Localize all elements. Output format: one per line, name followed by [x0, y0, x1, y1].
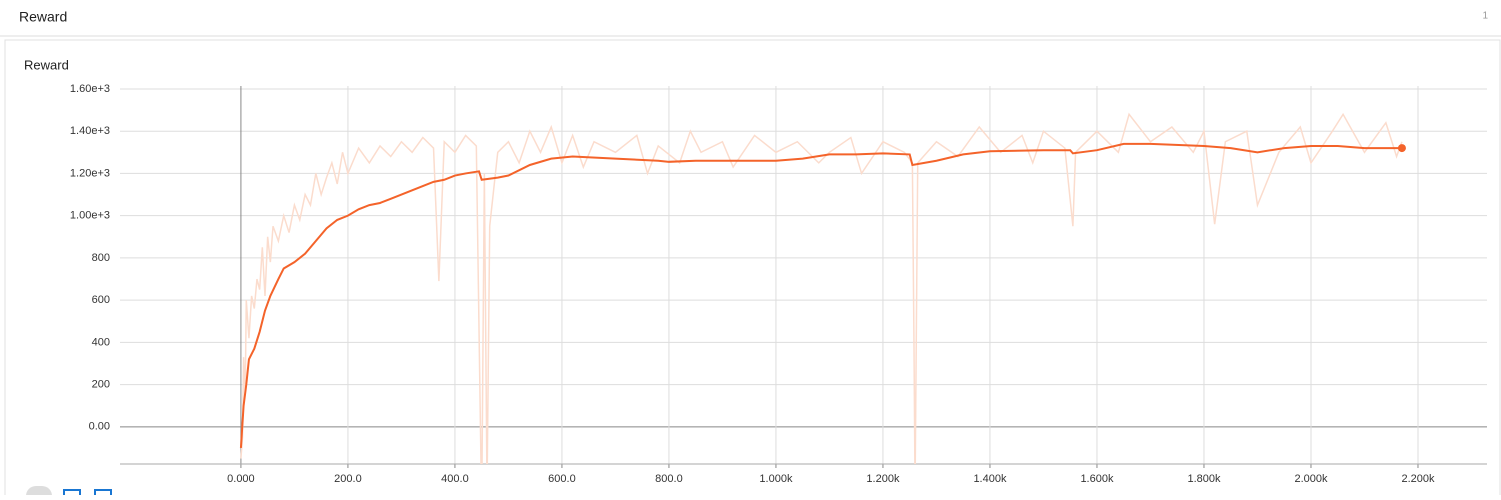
- y-tick-label: 800: [92, 252, 110, 264]
- series-line: [239, 142, 1402, 449]
- x-tick-label: 400.0: [441, 473, 469, 485]
- y-tick-label: 400: [92, 336, 110, 348]
- chart-title: Reward: [24, 57, 69, 72]
- fit-button[interactable]: [94, 489, 112, 500]
- x-tick-label: 800.0: [655, 473, 683, 485]
- x-tick-label: 600.0: [548, 473, 576, 485]
- log-button[interactable]: [63, 489, 81, 500]
- card: [4, 39, 1501, 500]
- x-tick-label: 2.200k: [1401, 473, 1435, 485]
- x-tick-label: 1.400k: [973, 473, 1007, 485]
- x-tick-label: 1.800k: [1187, 473, 1221, 485]
- plot: 0.00 200 400 600 800 1.00e+3 1.20e+3 1.40e+3 1.6…: [70, 83, 1487, 485]
- y-tick-label: 600: [92, 294, 110, 306]
- header-bar: [0, 0, 1501, 36]
- y-tick-label: 0.00: [89, 421, 110, 433]
- header-title: Reward: [19, 9, 67, 25]
- header-count: 1: [1482, 11, 1488, 22]
- x-tick-label: 1.000k: [759, 473, 793, 485]
- end-point: [1397, 144, 1406, 153]
- x-tick-label: 1.200k: [866, 473, 900, 485]
- x-tick-label: 1.600k: [1080, 473, 1114, 485]
- plot-area: [239, 112, 1406, 464]
- x-tick-label: 200.0: [334, 473, 362, 485]
- y-tick-label: 200: [92, 379, 110, 391]
- y-tick-label: 1.00e+3: [70, 210, 110, 222]
- series-line: [240, 112, 1403, 464]
- x-tick-label: 0.000: [227, 473, 255, 485]
- y-tick-label: 1.40e+3: [70, 125, 110, 137]
- y-tick-label: 1.60e+3: [70, 83, 110, 95]
- y-tick-label: 1.20e+3: [70, 167, 110, 179]
- x-tick-label: 2.000k: [1294, 473, 1328, 485]
